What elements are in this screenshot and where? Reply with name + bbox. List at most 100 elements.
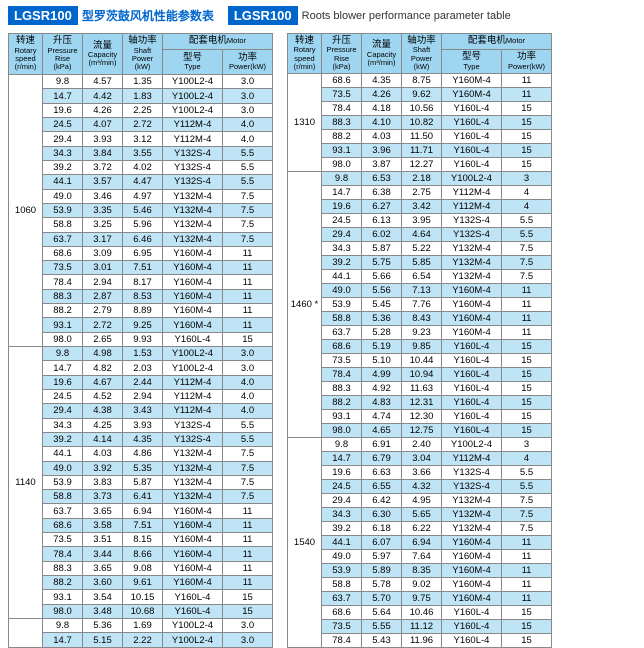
table-row: 131068.64.358.75Y160M-411 (288, 74, 552, 88)
data-cell: 2.72 (123, 118, 163, 132)
col-motor: 配套电机Motor (163, 34, 273, 50)
data-cell: 3 (502, 172, 552, 186)
data-cell: 11 (502, 550, 552, 564)
data-cell: 9.25 (123, 318, 163, 332)
table-row: 49.05.567.13Y160M-411 (288, 284, 552, 298)
data-cell: 3.92 (83, 461, 123, 475)
data-cell: Y160L-4 (163, 332, 223, 346)
table-row: 14.76.382.75Y112M-44 (288, 186, 552, 200)
data-cell: 29.4 (322, 494, 362, 508)
data-cell: 4.0 (223, 132, 273, 146)
data-cell: 39.2 (43, 160, 83, 174)
table-row: 53.93.355.46Y132M-47.5 (9, 203, 273, 217)
data-cell: 3.66 (402, 466, 442, 480)
data-cell: 11 (223, 504, 273, 518)
data-cell: 12.27 (402, 158, 442, 172)
table-row: 63.73.176.46Y132M-47.5 (9, 232, 273, 246)
data-cell: 15 (502, 144, 552, 158)
data-cell: 4.0 (223, 404, 273, 418)
data-cell: 1.83 (123, 89, 163, 103)
table-row: 19.66.633.66Y132S-45.5 (288, 466, 552, 480)
data-cell: 6.91 (362, 438, 402, 452)
data-cell: 24.5 (43, 118, 83, 132)
data-cell: 5.85 (402, 256, 442, 270)
data-cell: Y160M-4 (163, 304, 223, 318)
data-cell: Y112M-4 (163, 404, 223, 418)
data-cell: 19.6 (43, 103, 83, 117)
data-cell: 4.0 (223, 118, 273, 132)
table-row: 58.85.368.43Y160M-411 (288, 312, 552, 326)
data-cell: 15 (502, 116, 552, 130)
data-cell: 4.82 (83, 361, 123, 375)
data-cell: 7.5 (502, 508, 552, 522)
data-cell: 4.86 (123, 447, 163, 461)
table-row: 49.03.925.35Y132M-47.5 (9, 461, 273, 475)
data-cell: 73.5 (43, 261, 83, 275)
table-row: 73.55.1010.44Y160L-415 (288, 354, 552, 368)
data-cell: 2.22 (123, 633, 163, 648)
data-cell: Y132M-4 (163, 461, 223, 475)
data-cell: 5.36 (362, 312, 402, 326)
data-cell: 73.5 (43, 533, 83, 547)
data-cell: 4.64 (402, 228, 442, 242)
data-cell: 39.2 (322, 522, 362, 536)
data-cell: 5.35 (123, 461, 163, 475)
data-cell: 3.72 (83, 160, 123, 174)
data-cell: 5.55 (362, 620, 402, 634)
data-cell: 29.4 (43, 404, 83, 418)
col-cap: 流量Capacity(m³/min) (362, 34, 402, 74)
table-row: 19.64.262.25Y100L2-43.0 (9, 103, 273, 117)
data-cell: 5.75 (362, 256, 402, 270)
data-cell: 3.58 (83, 518, 123, 532)
data-cell: 3.93 (123, 418, 163, 432)
data-cell: 19.6 (322, 466, 362, 480)
data-cell: Y160M-4 (442, 298, 502, 312)
table-row: 24.54.072.72Y112M-44.0 (9, 118, 273, 132)
data-cell: Y132M-4 (442, 242, 502, 256)
data-cell: 8.35 (402, 564, 442, 578)
data-cell: 11 (502, 564, 552, 578)
data-cell: Y132S-4 (442, 466, 502, 480)
col-power: 功率Power(kW) (502, 49, 552, 73)
data-cell: Y160M-4 (163, 547, 223, 561)
data-cell: Y132S-4 (442, 214, 502, 228)
data-cell: 15 (502, 102, 552, 116)
data-cell: Y132M-4 (442, 256, 502, 270)
data-cell: 7.51 (123, 261, 163, 275)
table-row: 63.75.289.23Y160M-411 (288, 326, 552, 340)
data-cell: 4.97 (123, 189, 163, 203)
data-cell: 53.9 (43, 475, 83, 489)
data-cell: 11 (502, 536, 552, 550)
table-row: 73.53.017.51Y160M-411 (9, 261, 273, 275)
data-cell: Y112M-4 (442, 452, 502, 466)
data-cell: 24.5 (322, 214, 362, 228)
data-cell: 11 (502, 298, 552, 312)
table-row: 98.03.4810.68Y160L-415 (9, 604, 273, 618)
data-cell: 3.25 (83, 218, 123, 232)
data-cell: 3.87 (362, 158, 402, 172)
table-row: 34.35.875.22Y132M-47.5 (288, 242, 552, 256)
data-cell: 9.8 (322, 438, 362, 452)
data-cell: 14.7 (43, 633, 83, 648)
data-cell: Y100L2-4 (163, 89, 223, 103)
data-cell: 98.0 (43, 332, 83, 346)
data-cell: 39.2 (322, 256, 362, 270)
table-row: 29.44.383.43Y112M-44.0 (9, 404, 273, 418)
data-cell: 4.67 (83, 375, 123, 389)
data-cell: 9.8 (322, 172, 362, 186)
data-cell: 5.56 (362, 284, 402, 298)
data-cell: 11 (223, 518, 273, 532)
data-cell: 9.85 (402, 340, 442, 354)
table-row: 29.43.933.12Y112M-44.0 (9, 132, 273, 146)
data-cell: 93.1 (43, 318, 83, 332)
data-cell: 4.14 (83, 432, 123, 446)
data-cell: Y100L2-4 (163, 618, 223, 632)
data-cell: Y100L2-4 (163, 633, 223, 648)
data-cell: 4.35 (362, 74, 402, 88)
table-row: 44.15.666.54Y132M-47.5 (288, 270, 552, 284)
table-row: 73.54.269.62Y160M-411 (288, 88, 552, 102)
data-cell: 68.6 (43, 518, 83, 532)
data-cell: 3.57 (83, 175, 123, 189)
data-cell: 4 (502, 200, 552, 214)
data-cell: Y160M-4 (163, 275, 223, 289)
